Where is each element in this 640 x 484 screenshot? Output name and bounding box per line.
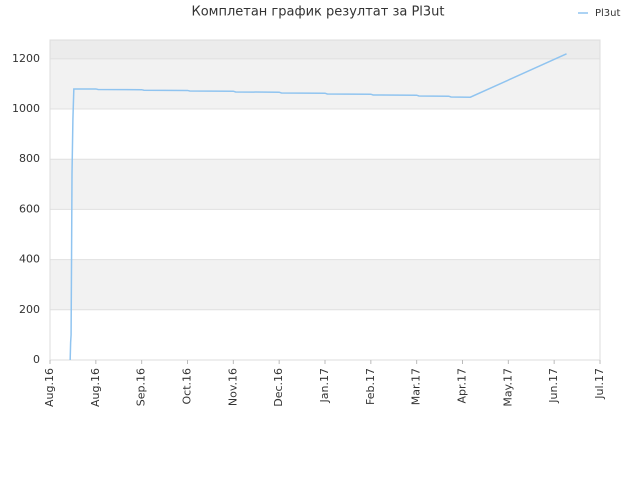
x-tick-label: Oct.16: [181, 368, 194, 405]
grid-band: [50, 309, 600, 360]
grid-band: [50, 109, 600, 160]
x-tick-label: Dec.16: [272, 368, 285, 407]
chart-title: Комплетан график резултат за Pl3ut: [191, 5, 444, 20]
x-tick-label: Feb.17: [364, 368, 377, 405]
x-tick-label: Jan.17: [318, 368, 331, 403]
x-tick-label: Aug.16: [89, 368, 102, 407]
x-tick-label: Sep.16: [135, 368, 148, 406]
x-tick-label: Aug.16: [43, 368, 56, 407]
grid-band: [50, 259, 600, 310]
y-tick-label: 1000: [12, 102, 40, 115]
x-tick-label: Nov.16: [226, 368, 239, 406]
series-line: [69, 53, 567, 361]
y-tick-label: 800: [19, 152, 40, 165]
y-tick-label: 0: [33, 353, 40, 366]
x-tick-label: Jun.17: [547, 368, 560, 404]
x-tick-label: May.17: [501, 368, 514, 407]
x-tick-label: Mar.17: [410, 368, 423, 405]
grid-band: [50, 58, 600, 110]
legend-label: Pl3ut: [595, 8, 621, 19]
y-tick-label: 1200: [12, 52, 40, 65]
x-tick-label: Apr.17: [456, 368, 469, 404]
grid-band: [50, 209, 600, 260]
y-tick-label: 200: [19, 303, 40, 316]
grid-band: [50, 159, 600, 210]
x-tick-label: Jul.17: [593, 368, 606, 400]
y-tick-label: 400: [19, 253, 40, 266]
y-tick-label: 600: [19, 202, 40, 215]
